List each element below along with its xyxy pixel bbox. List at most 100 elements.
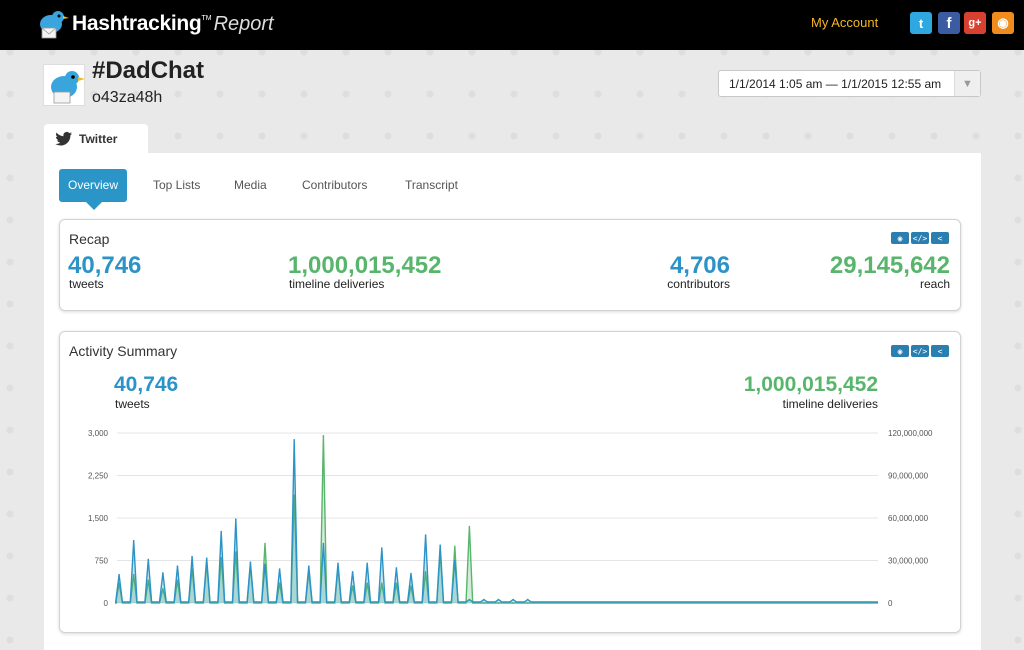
recap-deliveries-value: 1,000,015,452 — [288, 252, 442, 279]
data-point — [497, 602, 500, 604]
tab-contributors[interactable]: Contributors — [302, 178, 368, 192]
series-line-tweets — [114, 439, 878, 603]
data-point — [351, 585, 354, 587]
recap-title: Recap — [69, 231, 110, 247]
tab-overview[interactable]: Overview — [59, 169, 128, 210]
activity-deliveries-value: 1,000,015,452 — [743, 373, 878, 396]
right-axis-tick-label: 90,000,000 — [888, 472, 929, 481]
recap-tweets-value: 40,746 — [68, 252, 142, 279]
data-point — [410, 585, 412, 587]
page-title: #DadChat — [92, 57, 205, 84]
data-point — [410, 572, 412, 575]
twitter-share-icon[interactable]: t — [910, 12, 932, 34]
activity-title: Activity Summary — [69, 343, 178, 359]
data-point — [483, 602, 485, 604]
report-id: o43za48h — [92, 89, 163, 106]
embed-code-icon[interactable]: </> — [911, 345, 929, 357]
data-point — [453, 559, 456, 562]
series-area-tweets — [115, 439, 878, 603]
data-point — [293, 494, 296, 497]
activity-card — [59, 331, 961, 633]
data-point — [453, 545, 456, 548]
my-account-link[interactable]: My Account — [811, 15, 879, 30]
logo[interactable]: Hashtracking TM Report — [34, 4, 274, 44]
data-point — [468, 598, 471, 601]
data-point — [424, 534, 427, 536]
recap-deliveries-label: timeline deliveries — [289, 277, 385, 291]
data-point — [278, 568, 281, 570]
data-point — [264, 542, 266, 545]
right-axis-tick-label: 30,000,000 — [888, 557, 929, 566]
bird-avatar-icon — [51, 71, 85, 104]
rss-feed-icon[interactable]: ◉ — [992, 12, 1014, 34]
data-point — [395, 582, 398, 584]
series-area-timeline-deliveries — [115, 435, 878, 603]
activity-tweets-label: tweets — [115, 397, 150, 411]
data-point — [468, 525, 471, 528]
google-plus-share-icon[interactable]: g+ — [964, 12, 986, 34]
recap-card — [59, 219, 961, 311]
tab-top-lists[interactable]: Top Lists — [153, 178, 201, 192]
embed-code-icon[interactable]: </> — [911, 232, 929, 244]
data-point — [205, 557, 208, 560]
data-point — [176, 565, 179, 567]
share-icon[interactable]: < — [931, 345, 949, 357]
eye-icon[interactable]: ◉ — [891, 345, 909, 357]
data-point — [264, 563, 266, 566]
data-point — [249, 561, 252, 563]
data-point — [278, 582, 281, 584]
recap-tools: ◉ </> < — [891, 232, 949, 244]
facebook-share-icon[interactable]: f — [938, 12, 960, 34]
data-point — [235, 551, 237, 553]
data-point — [235, 518, 237, 520]
data-point — [337, 562, 339, 565]
tab-twitter-label: Twitter — [79, 132, 118, 146]
data-point — [351, 571, 354, 573]
date-range-select[interactable]: 1/1/2014 1:05 am — 1/1/2015 12:55 am ▼ — [718, 70, 981, 97]
data-point — [147, 558, 150, 561]
data-point — [497, 598, 500, 601]
data-point — [380, 547, 383, 549]
data-point — [483, 598, 485, 601]
data-point — [526, 602, 529, 604]
series-line-timeline-deliveries — [114, 435, 878, 604]
logo-text: Hashtracking — [72, 12, 202, 35]
data-point — [132, 573, 135, 576]
logo-report-text: Report — [213, 12, 274, 35]
recap-reach-value: 29,145,642 — [829, 252, 950, 279]
data-point — [395, 567, 398, 569]
data-point — [512, 598, 514, 601]
data-point — [176, 579, 179, 582]
data-point — [366, 562, 368, 565]
data-point — [366, 582, 368, 584]
tab-twitter[interactable]: Twitter — [44, 124, 148, 154]
data-point — [439, 544, 441, 546]
activity-deliveries-label: timeline deliveries — [782, 397, 878, 411]
tab-transcript[interactable]: Transcript — [405, 178, 458, 192]
data-point — [308, 565, 310, 567]
twitter-icon — [55, 132, 72, 146]
data-point — [512, 602, 514, 604]
recap-contributors-label: contributors — [667, 277, 730, 291]
recap-reach-label: reach — [919, 277, 950, 291]
bird-logo-icon — [40, 11, 69, 39]
data-point — [162, 572, 164, 574]
eye-icon[interactable]: ◉ — [891, 232, 909, 244]
left-axis-tick-label: 2,250 — [88, 472, 109, 481]
tab-media[interactable]: Media — [234, 178, 267, 192]
right-axis-tick-label: 120,000,000 — [888, 429, 933, 438]
data-point — [147, 579, 150, 582]
share-icon[interactable]: < — [931, 232, 949, 244]
recap-contributors-value: 4,706 — [669, 252, 730, 279]
data-point — [424, 571, 427, 573]
logo-trademark: TM — [201, 14, 212, 22]
data-point — [322, 435, 325, 437]
data-point — [132, 539, 135, 542]
right-axis-tick-label: 0 — [888, 599, 893, 608]
data-point — [191, 555, 193, 558]
data-point — [118, 573, 120, 576]
left-axis-tick-label: 750 — [95, 557, 109, 566]
chevron-down-icon[interactable]: ▼ — [954, 71, 980, 96]
report-avatar — [43, 64, 85, 106]
data-point — [162, 588, 164, 590]
